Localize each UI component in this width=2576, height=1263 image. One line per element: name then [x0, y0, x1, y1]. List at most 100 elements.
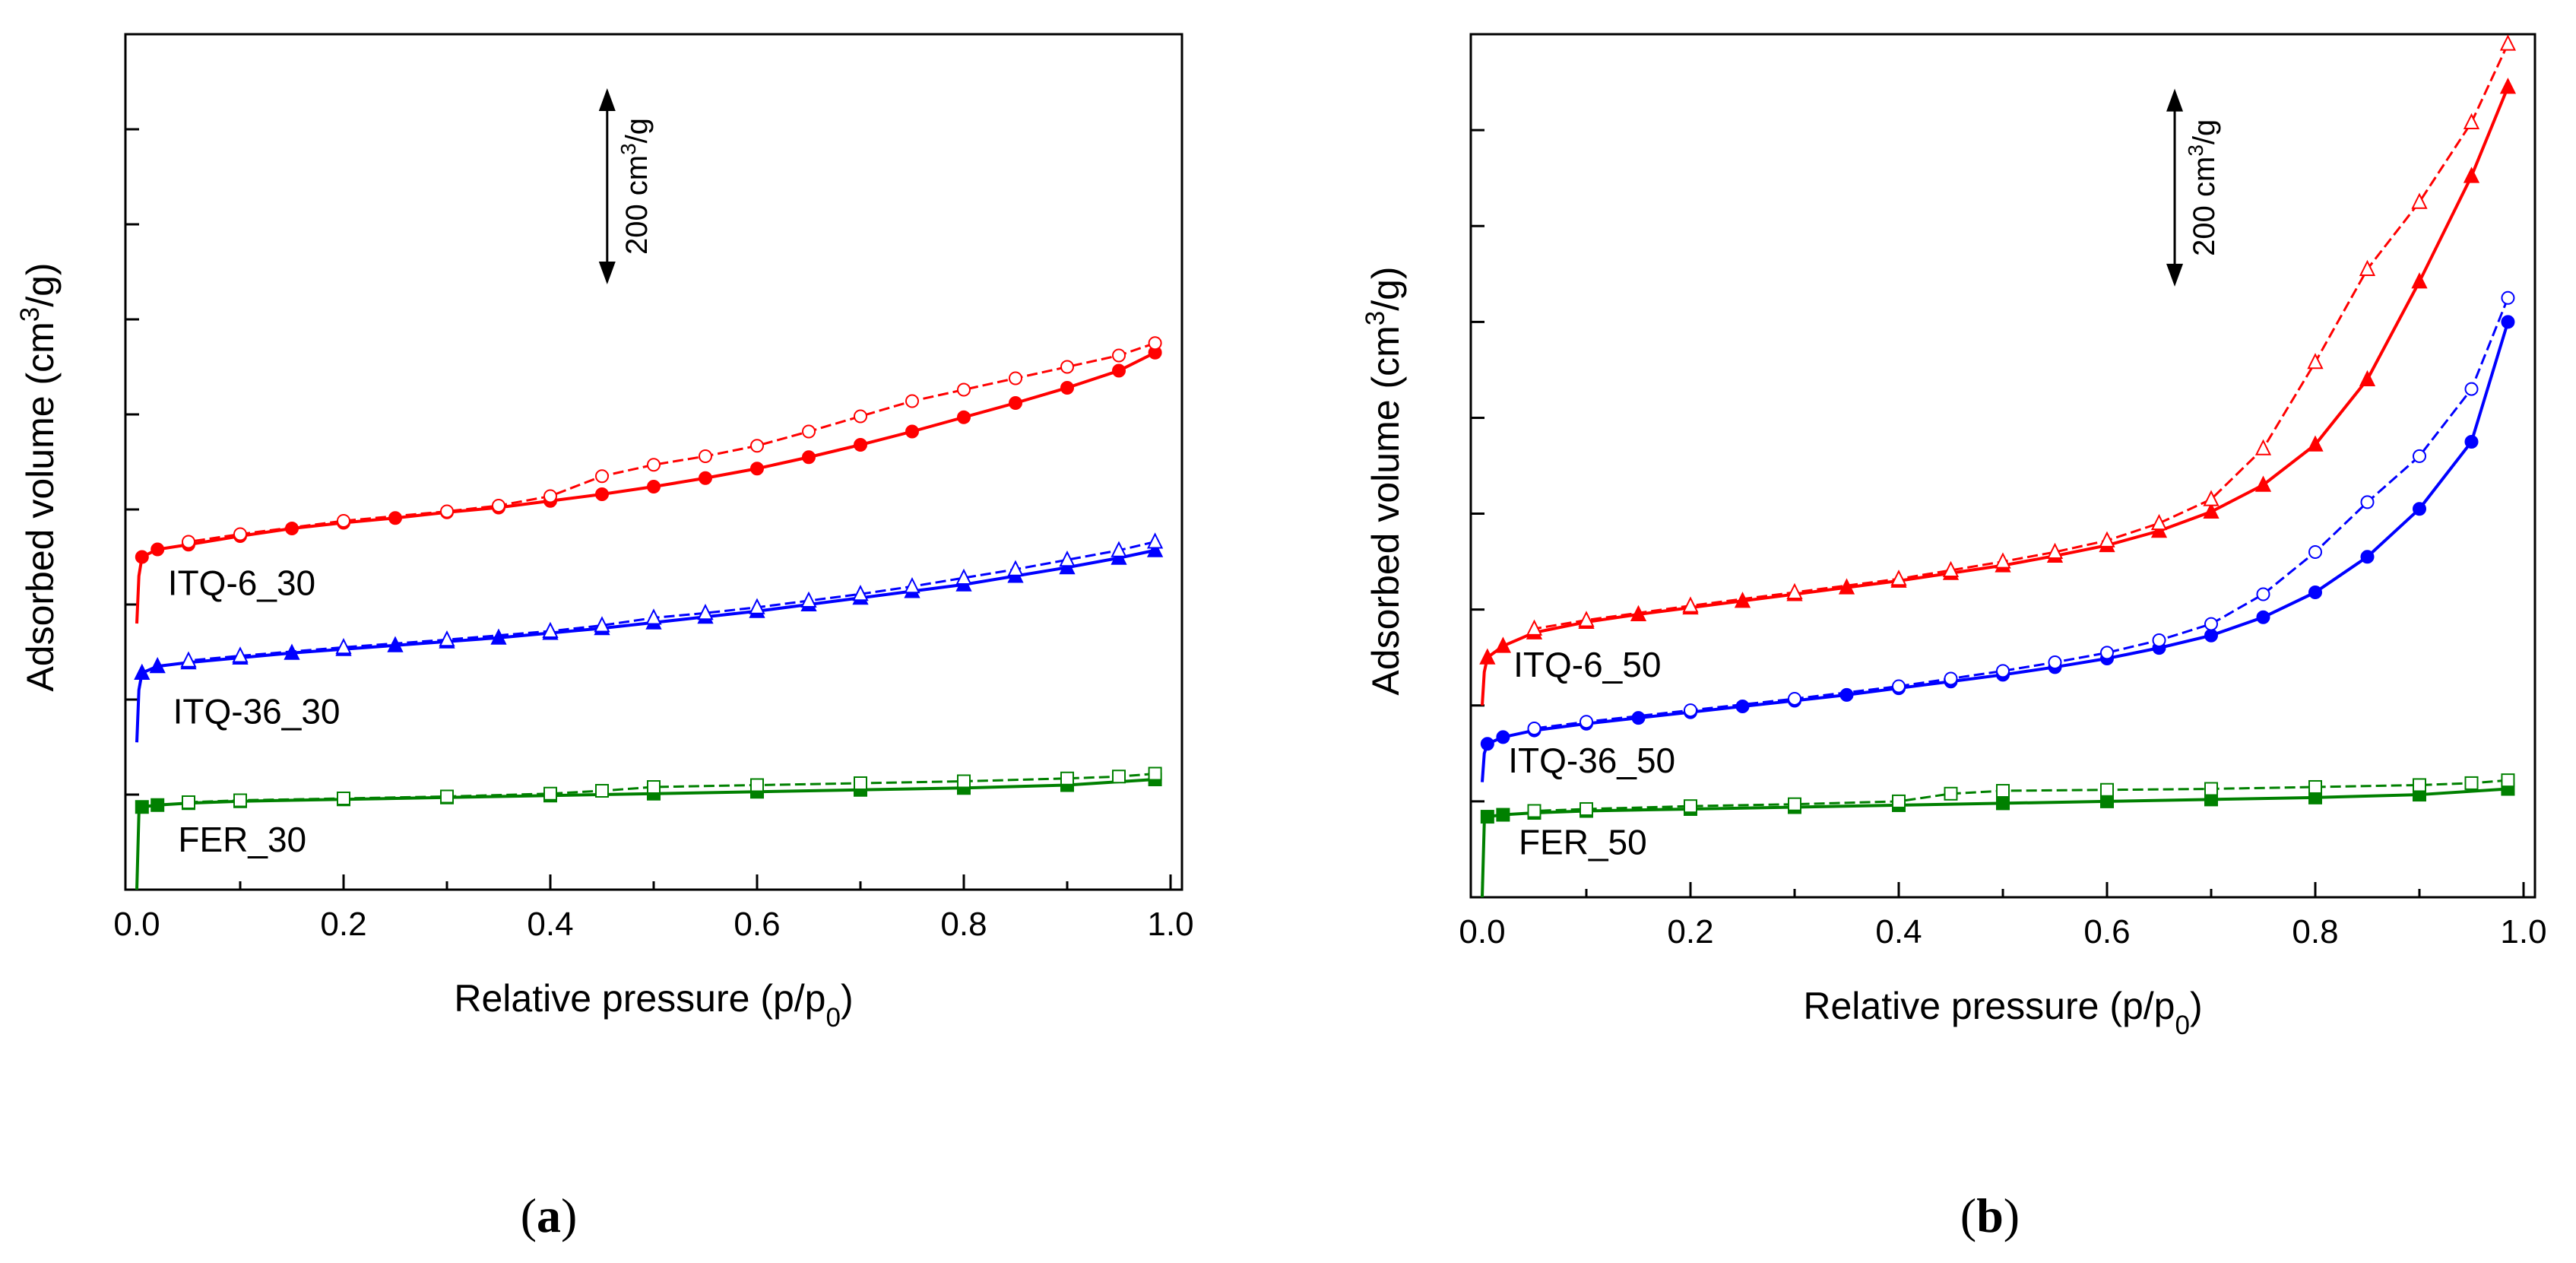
series-ITQ-36_30: ITQ-36_30: [134, 532, 1164, 743]
x-tick-label: 0.4: [527, 906, 573, 943]
desorption-point: [750, 439, 764, 453]
desorption-point: [1890, 570, 1907, 586]
desorption-point: [1112, 770, 1126, 784]
desorption-point: [1580, 801, 1593, 816]
scale-bar-label-main: 200 cm: [620, 155, 654, 255]
series-FER_30: FER_30: [135, 766, 1162, 890]
adsorption-point: [387, 636, 404, 652]
panel-caption-open: (: [1960, 1188, 1976, 1242]
desorption-point: [854, 776, 867, 790]
desorption-point: [2413, 449, 2426, 463]
desorption-point: [1527, 722, 1541, 736]
adsorption-point: [1735, 700, 1750, 714]
adsorption-point: [2100, 794, 2114, 808]
adsorption-point: [1146, 541, 1164, 557]
desorption-point: [2501, 773, 2515, 788]
desorption-point: [699, 449, 712, 463]
desorption-point: [1684, 703, 1697, 718]
desorption-point: [2046, 542, 2064, 559]
x-axis-label-main: Relative pressure (p/p: [454, 977, 825, 1020]
desorption-point: [957, 382, 971, 397]
adsorption-point: [2203, 502, 2220, 519]
desorption-point: [1111, 541, 1127, 557]
desorption-point: [2499, 34, 2517, 51]
series-label: ITQ-6_30: [168, 563, 315, 603]
adsorption-point: [1496, 808, 1510, 822]
desorption-point: [440, 789, 454, 804]
adsorption-point: [2499, 78, 2517, 94]
scale-bar-arrow-down: [2166, 263, 2184, 287]
x-tick-label: 1.0: [2500, 913, 2546, 950]
desorption-point: [335, 638, 352, 655]
adsorption-point: [151, 542, 165, 557]
y-axis-label: Adsorbed volume (cm3/g): [1361, 266, 1408, 695]
x-tick-label: 0.2: [1667, 913, 1713, 950]
adsorption-point: [647, 480, 661, 493]
desorption-point: [232, 646, 249, 663]
desorption-point: [2308, 779, 2322, 794]
scale-bar-arrow-up: [2166, 88, 2184, 112]
desorption-point: [595, 469, 609, 484]
series-label: FER_30: [178, 820, 306, 859]
desorption-point: [1526, 619, 1543, 636]
desorption-point: [1060, 360, 1074, 374]
series-label: ITQ-36_30: [173, 691, 341, 731]
panel-caption-letter: b: [1976, 1188, 2004, 1242]
adsorption-point: [1480, 810, 1494, 824]
desorption-point: [750, 778, 764, 792]
panel-a: 0.0 0.2 0.4 0.6 0.8 1.0 Relative pressure (p/p…: [15, 33, 1194, 1242]
desorption-point: [2308, 545, 2322, 559]
desorption-point: [802, 424, 816, 439]
adsorption-point: [1112, 363, 1126, 378]
series-ITQ-6_50: ITQ-6_50: [1479, 34, 2517, 706]
x-axis-label-main: Relative pressure (p/p: [1803, 985, 2175, 1027]
adsorption-point: [699, 471, 712, 485]
panel-b: 0.0 0.2 0.4 0.6 0.8 1.0 Relative pressure (p/p…: [1361, 33, 2547, 1242]
adsorption-point: [135, 800, 149, 814]
adsorption-point: [854, 438, 867, 452]
desorption-point: [854, 409, 867, 424]
desorption-point: [2464, 776, 2479, 790]
adsorption-point: [2254, 475, 2272, 492]
adsorption-point: [285, 522, 299, 535]
adsorption-point: [2150, 522, 2168, 538]
adsorption-point: [135, 550, 149, 564]
scale-bar-arrow-up: [598, 88, 616, 111]
adsorption-point: [2359, 370, 2376, 386]
desorption-point: [1060, 771, 1074, 785]
desorption-point: [647, 780, 661, 794]
y-axis-label: Adsorbed volume (cm3/g): [15, 262, 62, 691]
desorption-line: [188, 341, 1156, 543]
desorption-point: [492, 499, 505, 512]
x-tick-label: 0.0: [113, 906, 160, 943]
adsorption-point: [2464, 434, 2479, 449]
desorption-point: [2411, 192, 2428, 209]
y-axis-label-sup: 3: [15, 307, 45, 322]
desorption-point: [957, 774, 971, 789]
x-axis-label-close: ): [2190, 985, 2203, 1027]
x-tick-label: 0.0: [1459, 913, 1505, 950]
desorption-point: [2100, 646, 2114, 660]
desorption-point: [2254, 439, 2272, 455]
series-label: ITQ-6_50: [1513, 645, 1661, 684]
desorption-point: [2204, 782, 2218, 796]
desorption-point: [1112, 348, 1126, 363]
adsorption-point: [1479, 648, 1496, 665]
x-axis-label: Relative pressure (p/p0): [1803, 985, 2202, 1040]
y-axis-label-main: Adsorbed volume (cm: [19, 322, 62, 691]
desorption-point: [2099, 531, 2115, 547]
adsorption-point: [490, 628, 507, 645]
adsorption-point: [2308, 585, 2322, 599]
desorption-point: [1944, 671, 1958, 686]
scale-bar-label: 200 cm3/g: [616, 118, 654, 255]
x-tick-label: 0.4: [1875, 913, 1922, 950]
desorption-point: [2413, 778, 2426, 792]
scale-bar-label-sup: 3: [616, 143, 639, 155]
adsorption-point: [1496, 730, 1510, 744]
adsorption-point: [1630, 605, 1647, 621]
x-axis-label-close: ): [841, 977, 854, 1020]
series-FER_50: FER_50: [1480, 773, 2515, 898]
desorption-point: [440, 504, 454, 519]
desorption-point: [2048, 655, 2062, 670]
